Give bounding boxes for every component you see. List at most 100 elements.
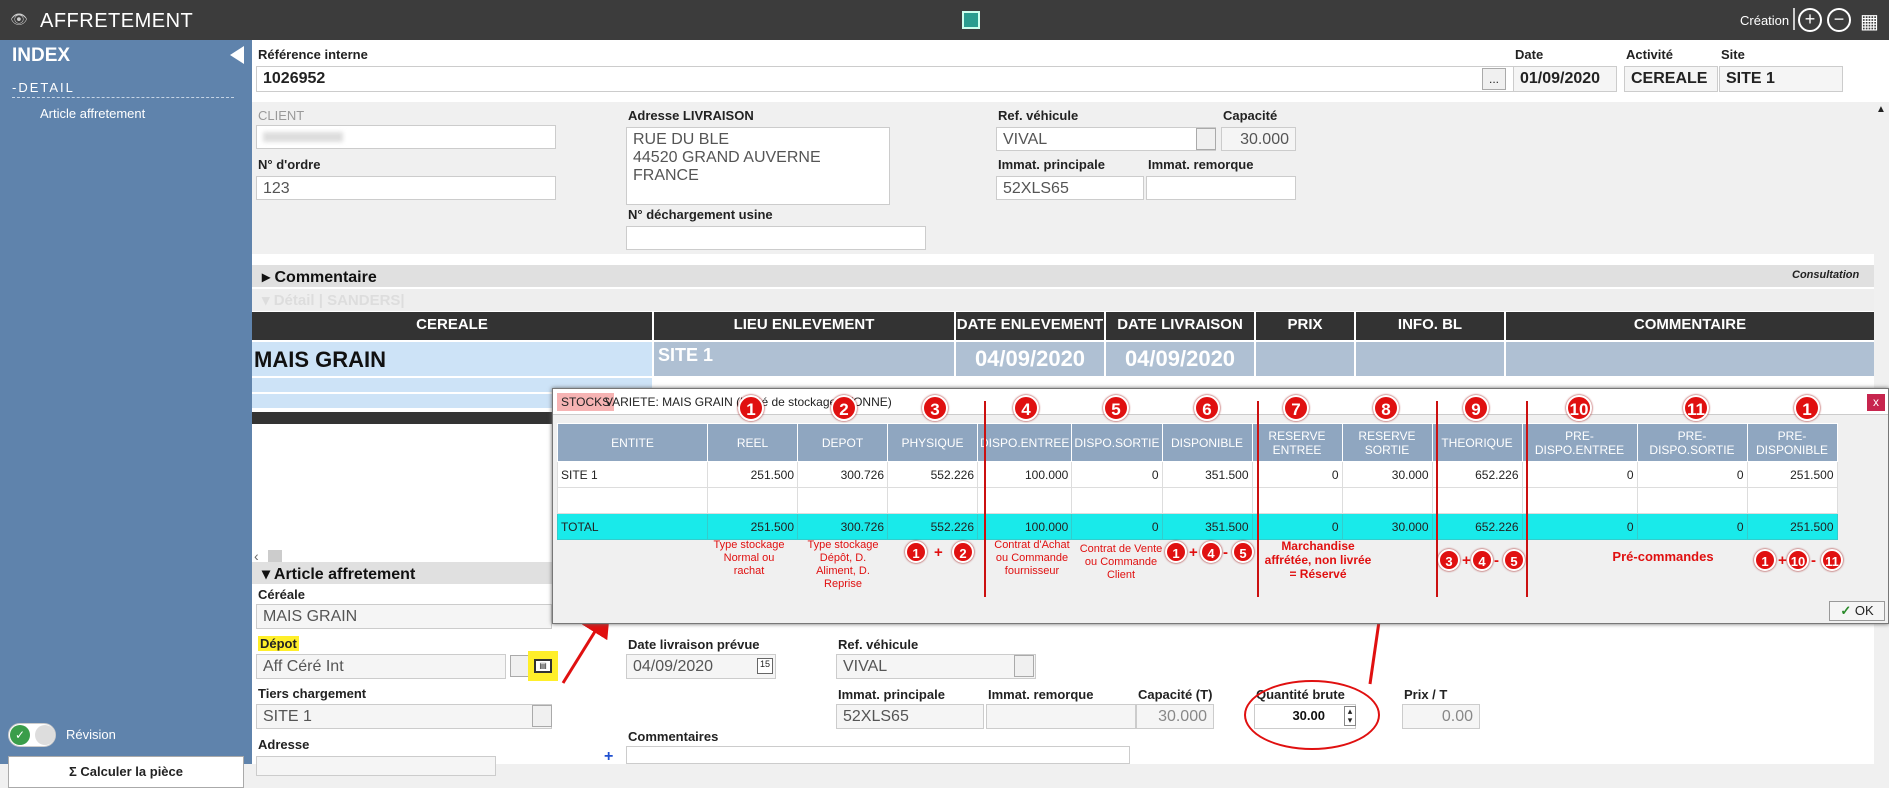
calendar-icon[interactable]: 15 [757,658,773,674]
grid-header-date-enl[interactable]: DATE ENLEVEMENT [956,312,1104,340]
article-remorque-field[interactable] [986,704,1136,729]
stocks-col-header[interactable]: PHYSIQUE [887,423,978,462]
grid-header-commentaire[interactable]: COMMENTAIRE [1506,312,1874,340]
depot-label: Dépot [258,636,299,651]
stocks-cell: 30.000 [1341,461,1433,488]
date-field[interactable]: 01/09/2020 [1513,66,1617,92]
ok-button[interactable]: ✓ OK [1829,601,1885,621]
adresse-livraison-box[interactable]: RUE DU BLE 44520 GRAND AUVERNE FRANCE [626,127,890,205]
tiers-field[interactable]: SITE 1 [256,704,552,729]
scrollbar-thumb[interactable] [268,550,282,562]
stocks-col-header[interactable]: PRE-DISPO.ENTREE [1521,423,1638,462]
note-dispo-sortie: Contrat de Vente ou Commande Client [1079,543,1163,581]
site-field[interactable]: SITE 1 [1719,66,1843,92]
ref-browse-button[interactable]: ... [1482,68,1506,90]
dechargement-input[interactable] [626,226,926,250]
article-refveh-field[interactable]: VIVAL [836,654,1036,679]
grid-menu-icon[interactable]: ▦ [1860,11,1879,33]
grid-cell-lieu[interactable]: SITE 1 [654,342,954,376]
capacite-field[interactable]: 30.000 [1221,127,1296,151]
stocks-row[interactable] [557,487,1838,514]
stocks-col-header[interactable]: DISPO.SORTIE [1071,423,1163,462]
ordre-input[interactable]: 123 [256,176,556,200]
immat-input[interactable]: 52XLS65 [996,176,1144,200]
stocks-cell [797,487,888,514]
article-remorque-label: Immat. remorque [988,687,1094,702]
dateliv-field[interactable]: 04/09/2020 [626,654,776,679]
stocks-cell: 251.500 [1746,461,1838,488]
grid-header-lieu[interactable]: LIEU ENLEVEMENT [654,312,954,340]
stocks-col-header[interactable]: THEORIQUE [1431,423,1523,462]
note-reserve: Marchandise affrétée, non livrée = Réser… [1264,539,1372,581]
article-refveh-browse-button[interactable] [1014,655,1034,677]
minus-sign: - [1223,544,1228,561]
stocks-cell: 0 [1521,461,1638,488]
remorque-input[interactable] [1146,176,1296,200]
refveh-label: Ref. véhicule [998,108,1079,123]
grid-cell-date-enl[interactable]: 04/09/2020 [956,342,1104,376]
grid-cell-prix[interactable] [1256,342,1354,376]
site-label: Site [1721,47,1745,62]
depot-field[interactable]: Aff Céré Int [256,654,506,679]
remove-button[interactable]: − [1827,8,1851,32]
grid-cell-cereale[interactable]: MAIS GRAIN [252,342,652,376]
sidebar-item-article[interactable]: Article affretement [40,106,146,121]
refveh-input[interactable]: VIVAL [996,127,1216,151]
dechargement-label: N° déchargement usine [628,207,773,222]
client-input[interactable] [256,125,556,149]
badge-small-5: 5 [1503,549,1525,571]
stocks-col-header[interactable]: DISPO.ENTREE [976,423,1073,462]
calculate-button[interactable]: Σ Calculer la pièce [8,756,244,788]
collapse-sidebar-icon[interactable] [230,46,244,64]
badge-9: 9 [1463,395,1489,421]
cereale-field[interactable]: MAIS GRAIN [256,604,552,629]
detail-section[interactable]: ▾ Détail | SANDERS| [252,289,1874,311]
scroll-up-icon[interactable]: ▲ [1876,104,1886,115]
grid-header-cereale[interactable]: CEREALE [252,312,652,340]
stocks-col-header[interactable]: PRE-DISPONIBLE [1746,423,1838,462]
stocks-cell [887,487,978,514]
capacite-label: Capacité [1223,108,1278,123]
stocks-col-header[interactable]: PRE-DISPO.SORTIE [1636,423,1748,462]
ref-input[interactable]: 1026952 [256,66,1546,92]
stocks-col-header[interactable]: RESERVE SORTIE [1341,423,1433,462]
stocks-row[interactable]: SITE 1 251.500 300.726 552.226 100.000 0 351.5… [557,461,1838,488]
collapse-icon: ▾ [262,292,274,309]
scroll-left-icon[interactable]: ‹ [254,548,259,564]
adresse-field[interactable] [256,756,496,776]
stocks-col-header[interactable]: ENTITE [557,423,708,462]
stocks-table: ENTITE REEL DEPOT PHYSIQUE DISPO.ENTREE DISPO… [557,423,1838,540]
revision-toggle[interactable]: ✓ [8,723,56,747]
stocks-col-header[interactable]: DEPOT [797,423,888,462]
ordre-label: N° d'ordre [258,157,321,172]
grid-header-date-liv[interactable]: DATE LIVRAISON [1106,312,1254,340]
activite-field[interactable]: CEREALE [1624,66,1718,92]
refveh-browse-button[interactable] [1196,128,1216,150]
add-comment-icon[interactable]: + [604,748,614,765]
close-icon[interactable]: x [1867,394,1885,411]
add-button[interactable]: + [1798,8,1822,32]
grid-header-info-bl[interactable]: INFO. BL [1356,312,1504,340]
article-title: Article affretement [273,566,416,583]
grid-cell-date-liv[interactable]: 04/09/2020 [1106,342,1254,376]
commentaire-title: Commentaire [274,269,377,286]
comment-input[interactable] [626,746,1130,764]
stocks-button[interactable]: ▤ [528,651,558,681]
tiers-browse-button[interactable] [532,705,552,727]
grid-header-prix[interactable]: PRIX [1256,312,1354,340]
article-capacite-field[interactable]: 30.000 [1136,704,1214,729]
stocks-col-header[interactable]: DISPONIBLE [1161,423,1253,462]
eye-icon[interactable]: 👁 [10,11,28,27]
commentaire-section[interactable]: ▸ Commentaire [252,265,1874,287]
stocks-col-header[interactable]: RESERVE ENTREE [1251,423,1343,462]
plus-sign: + [934,544,943,561]
prix-field[interactable]: 0.00 [1402,704,1480,729]
status-square-icon [962,11,980,29]
stocks-col-header[interactable]: REEL [707,423,798,462]
grid-cell-commentaire[interactable] [1506,342,1874,376]
article-immat-field[interactable]: 52XLS65 [836,704,984,729]
stocks-total-row[interactable]: TOTAL 251.500 300.726 552.226 100.000 0 351.50… [557,513,1838,540]
grid-cell-info-bl[interactable] [1356,342,1504,376]
highlight-ellipse [1244,680,1380,750]
stocks-cell: SITE 1 [557,461,708,488]
